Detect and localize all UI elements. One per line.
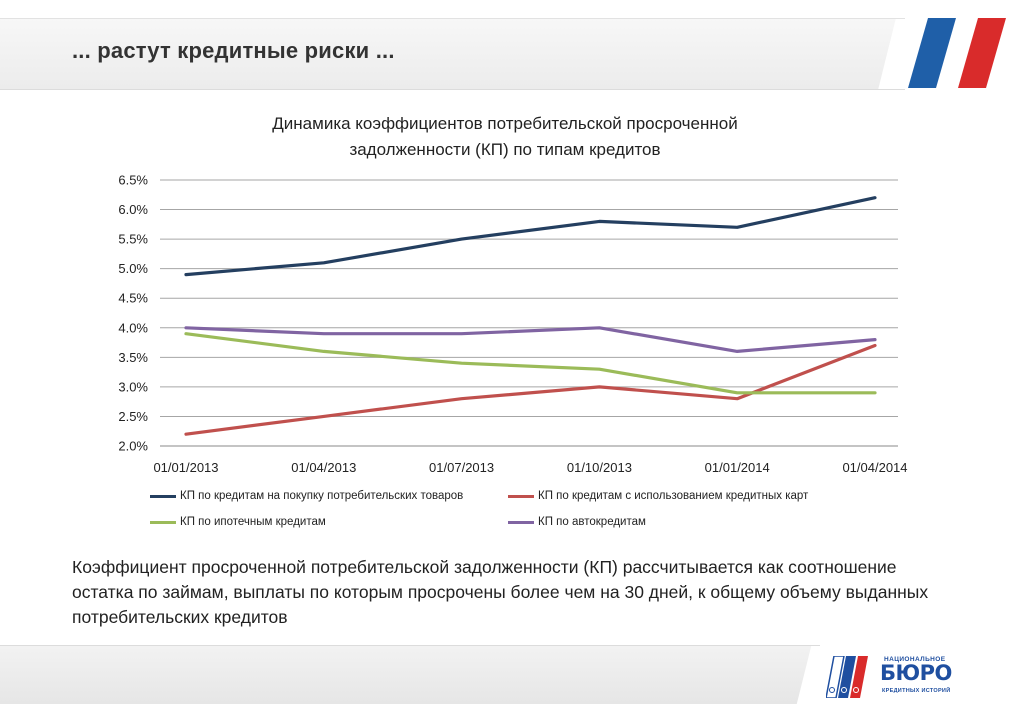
y-tick-label: 3.0% [118,379,148,394]
y-tick-label: 4.5% [118,291,148,306]
legend-label-auto: КП по автокредитам [538,516,646,528]
legend-item-goods: КП по кредитам на покупку потребительски… [150,490,463,502]
logo-mark-icon [826,656,868,698]
series-line-0 [184,196,877,277]
x-tick-label: 01/04/2014 [842,460,907,475]
legend-swatch-auto [508,520,534,524]
x-tick-label: 01/01/2013 [153,460,218,475]
legend-label-mortgage: КП по ипотечным кредитам [180,516,326,528]
flag-stripes-icon [908,18,1006,88]
y-tick-label: 6.5% [118,173,148,188]
legend-swatch-mortgage [150,520,176,524]
logo-text-bottom: КРЕДИТНЫХ ИСТОРИЙ [882,688,951,694]
header-band [0,18,905,90]
logo-text-main: БЮРО [880,661,952,685]
page-title: ... растут кредитные риски ... [72,38,395,63]
series-line-2 [184,332,877,395]
description-text: Коэффициент просроченной потребительской… [72,557,929,627]
x-tick-label: 01/04/2013 [291,460,356,475]
legend-item-cards: КП по кредитам с использованием кредитны… [508,490,808,502]
legend-label-cards: КП по кредитам с использованием кредитны… [538,490,809,502]
legend-item-auto: КП по автокредитам [508,516,646,528]
chart-title-line-2: задолженности (КП) по типам кредитов [349,140,661,159]
y-tick-label: 2.0% [118,439,148,454]
line-chart: 2.0% 2.5% 3.0% 3.5% 4.0% 4.5% 5.0% 5.5% 6.0% 6.5%… [118,173,907,476]
y-tick-label: 5.5% [118,232,148,247]
series-line-1 [184,343,877,436]
legend-item-mortgage: КП по ипотечным кредитам [150,516,326,528]
legend-label-goods: КП по кредитам на покупку потребительски… [180,490,464,502]
footer-band [0,645,820,704]
nbki-logo: НАЦИОНАЛЬНОЕ БЮРО КРЕДИТНЫХ ИСТОРИЙ [826,652,956,700]
x-tick-label: 01/10/2013 [567,460,632,475]
series-line-3 [184,326,877,353]
legend-swatch-goods [150,494,176,498]
y-tick-label: 4.0% [118,320,148,335]
x-tick-label: 01/07/2013 [429,460,494,475]
logo-text-top: НАЦИОНАЛЬНОЕ [884,656,946,663]
chart-title-line-1: Динамика коэффициентов потребительской п… [272,114,738,133]
y-tick-label: 5.0% [118,261,148,276]
chart-legend: КП по кредитам на покупку потребительски… [150,490,910,536]
legend-swatch-cards [508,494,534,498]
x-tick-label: 01/01/2014 [705,460,770,475]
y-tick-label: 2.5% [118,409,148,424]
y-tick-label: 6.0% [118,202,148,217]
y-tick-label: 3.5% [118,350,148,365]
